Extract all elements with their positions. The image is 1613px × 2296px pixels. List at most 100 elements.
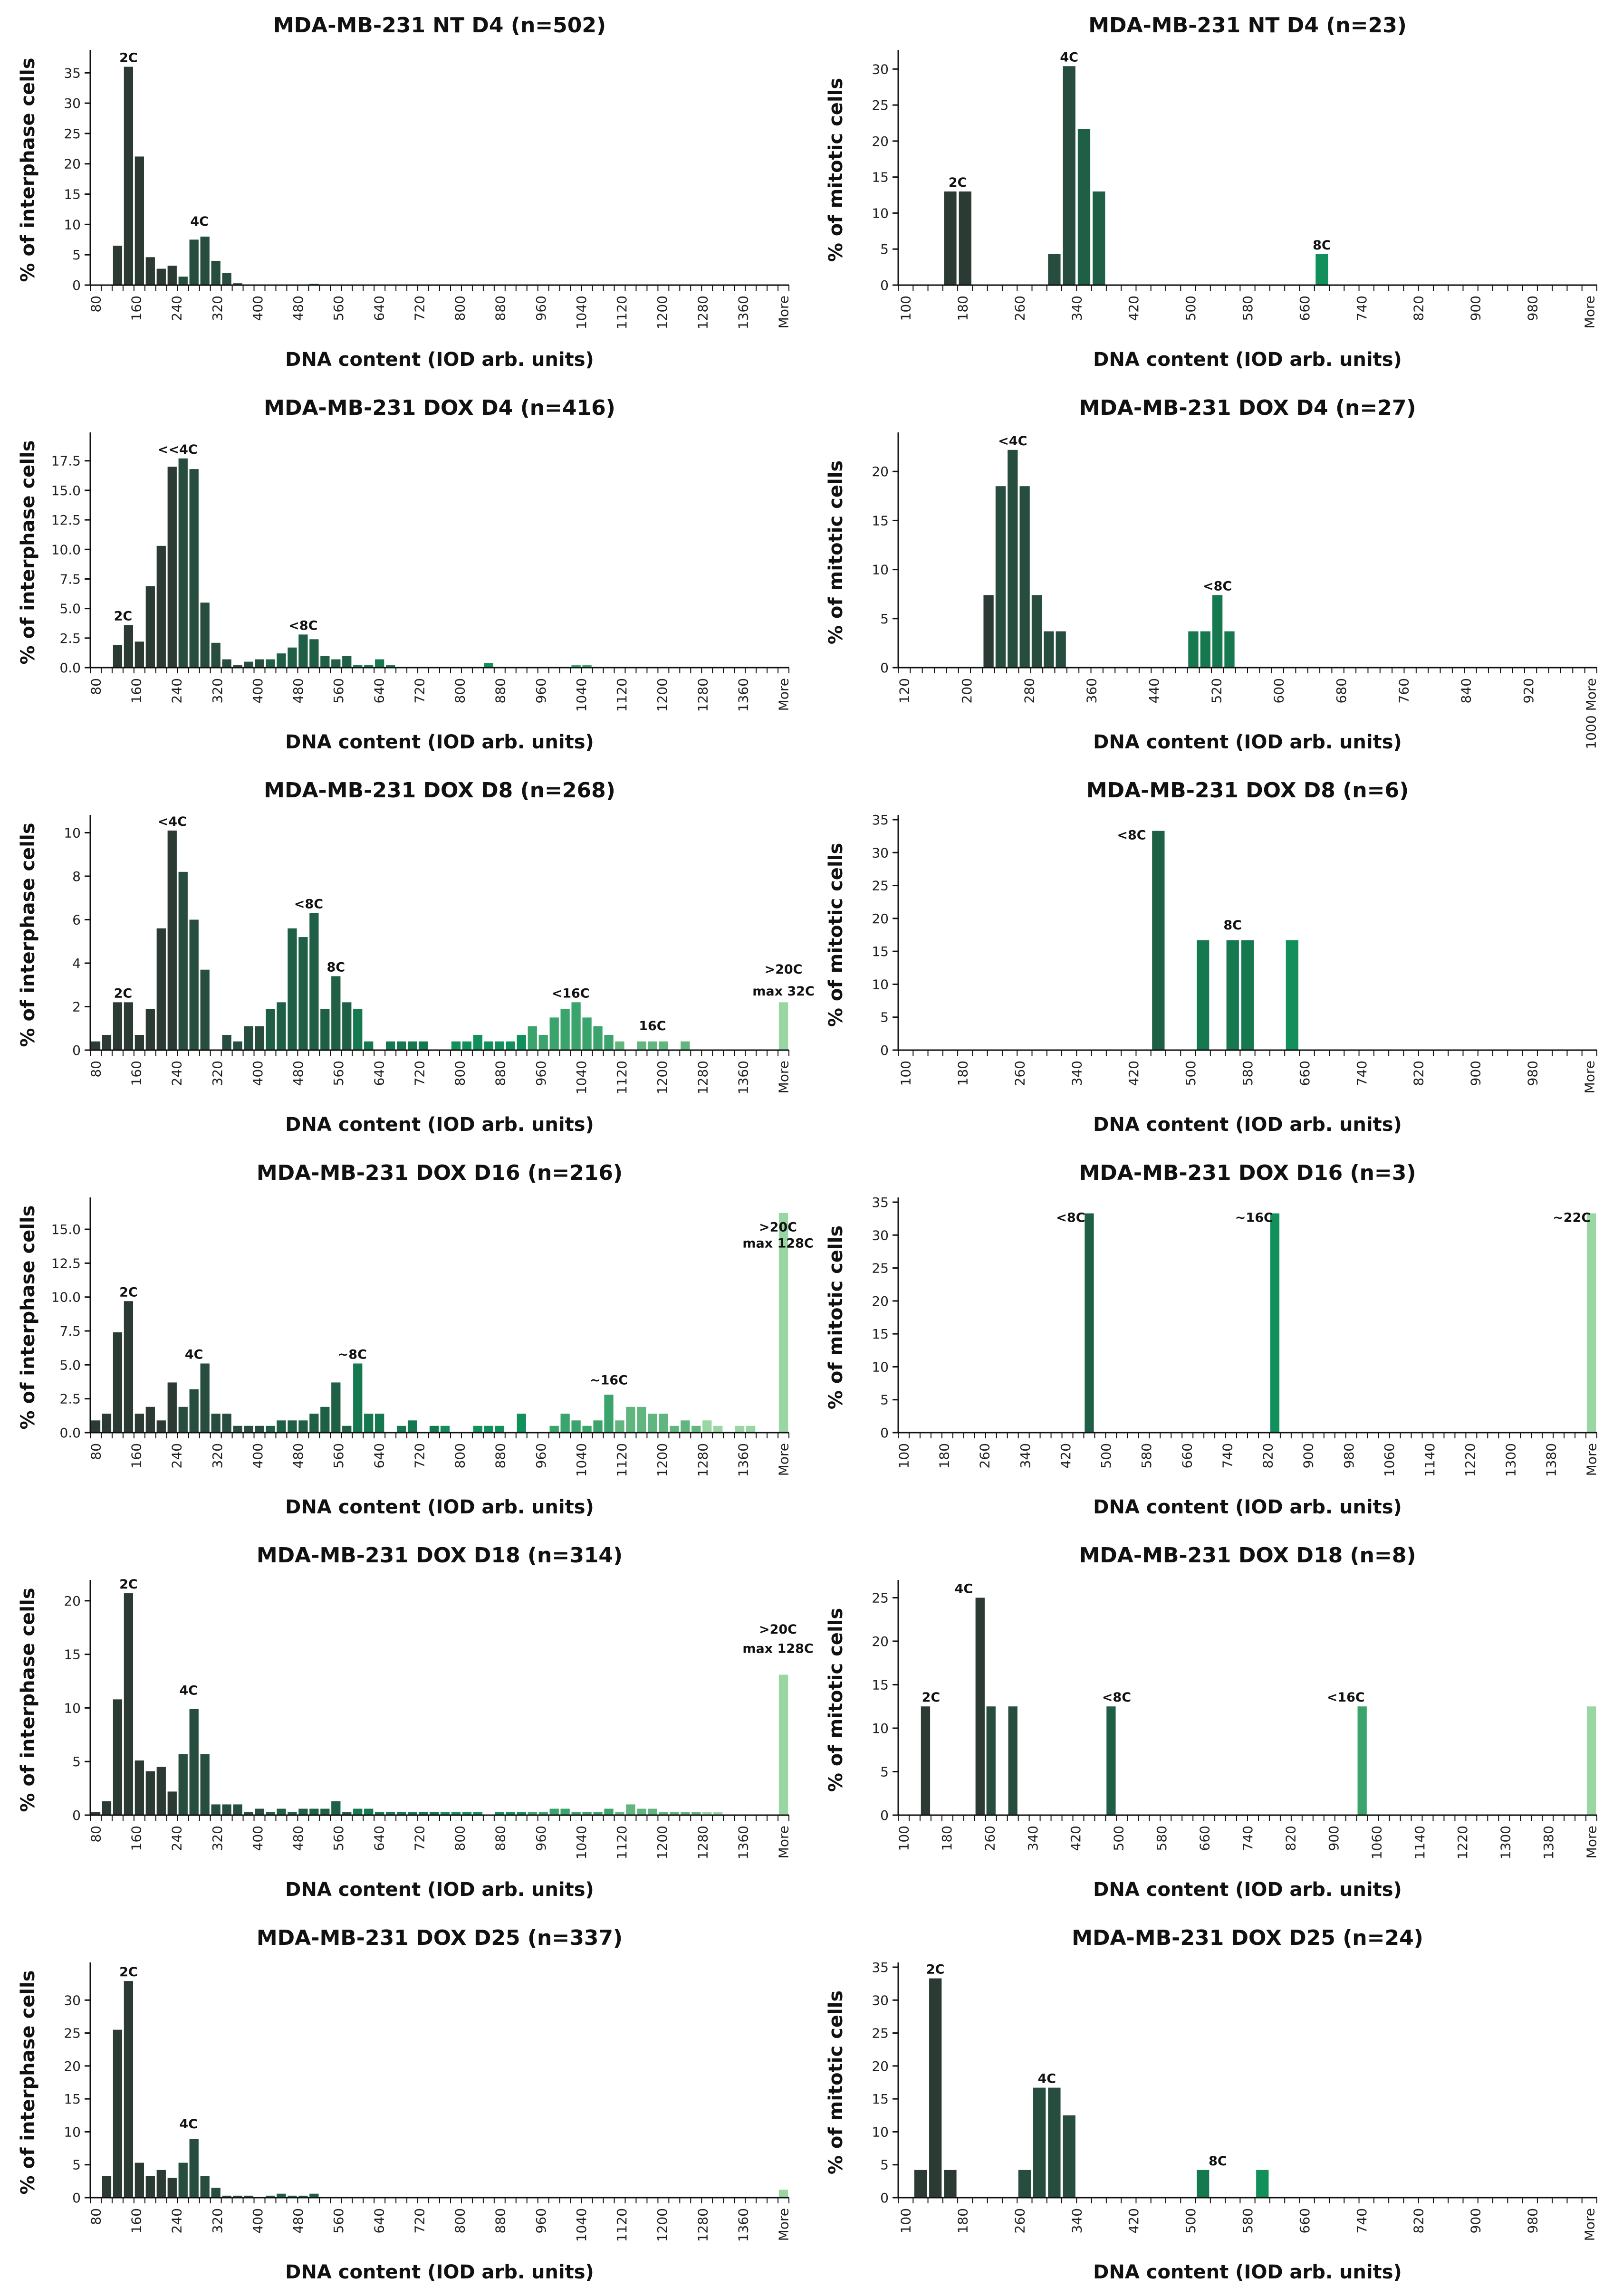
annotation-label: <4C bbox=[158, 814, 187, 829]
bar-7 bbox=[167, 830, 177, 1050]
bar-32 bbox=[484, 1041, 493, 1050]
x-tick-label: 800 bbox=[452, 678, 468, 703]
bar-15 bbox=[266, 1009, 275, 1050]
x-tick-label: 840 bbox=[1459, 678, 1474, 703]
y-tick-label: 0 bbox=[72, 277, 81, 293]
annotation-label: 4C bbox=[954, 1582, 973, 1597]
bar-0 bbox=[1085, 1213, 1094, 1433]
bar-17 bbox=[298, 634, 308, 668]
bar-14 bbox=[266, 2195, 275, 2198]
annotation-label: <8C bbox=[1056, 1210, 1085, 1225]
bar-40 bbox=[604, 1395, 614, 1433]
bar-53 bbox=[778, 1213, 788, 1433]
bar-21 bbox=[331, 976, 341, 1050]
chart-title: MDA-MB-231 DOX D25 (n=337) bbox=[257, 1926, 623, 1950]
bar-4 bbox=[1033, 2087, 1046, 2198]
x-tick-label: 80 bbox=[88, 1061, 104, 1078]
x-tick-label: 1040 bbox=[574, 1443, 589, 1477]
bar-45 bbox=[593, 1812, 603, 1815]
x-tick-label: 1060 bbox=[1369, 1826, 1384, 1859]
y-tick-label: 15 bbox=[64, 2091, 81, 2107]
chart-panel-p8: MDA-MB-231 DOX D16 (n=3) % of mitotic cel… bbox=[817, 1148, 1606, 1528]
x-tick-label: 980 bbox=[1525, 1061, 1541, 1086]
bar-36 bbox=[560, 1414, 570, 1433]
x-tick-label: 480 bbox=[290, 1061, 306, 1086]
bar-40 bbox=[538, 1812, 548, 1815]
x-tick-label: 180 bbox=[939, 1826, 955, 1851]
bar-6 bbox=[167, 2178, 177, 2198]
bar-5 bbox=[167, 266, 177, 285]
y-tick-label: 10.0 bbox=[51, 542, 81, 557]
x-tick-label: 1360 bbox=[735, 2208, 751, 2242]
bar-14 bbox=[255, 1026, 264, 1050]
y-tick-label: 10 bbox=[872, 976, 889, 992]
x-tick-label: 960 bbox=[533, 1826, 549, 1851]
x-tick-label: 580 bbox=[1240, 296, 1256, 321]
x-tick-label: 1360 bbox=[735, 1061, 751, 1094]
bar-chart: MDA-MB-231 DOX D18 (n=8) % of mitotic cel… bbox=[825, 1543, 1600, 1901]
bar-24 bbox=[364, 1041, 374, 1050]
x-tick-label: 180 bbox=[937, 1443, 952, 1468]
x-tick-label: 640 bbox=[371, 2208, 387, 2233]
x-tick-label: 900 bbox=[1468, 2208, 1484, 2233]
bar-38 bbox=[517, 1812, 526, 1815]
bar-10 bbox=[222, 273, 231, 285]
bar-6 bbox=[1056, 631, 1066, 668]
bar-21 bbox=[320, 1406, 330, 1433]
bar-12 bbox=[222, 1804, 231, 1815]
x-tick-label: 720 bbox=[412, 678, 427, 703]
bar-42 bbox=[626, 1406, 635, 1433]
bar-2 bbox=[1008, 450, 1018, 668]
y-axis-label: % of interphase cells bbox=[17, 1205, 39, 1429]
bar-1 bbox=[102, 1034, 112, 1050]
y-tick-label: 5 bbox=[880, 1010, 889, 1025]
x-tick-label: 1120 bbox=[614, 678, 630, 712]
bar-13 bbox=[244, 1026, 253, 1050]
bar-1 bbox=[102, 1801, 112, 1815]
x-tick-label: 580 bbox=[1240, 2208, 1256, 2233]
bar-42 bbox=[560, 1808, 570, 1815]
x-tick-label: 1000 More bbox=[1583, 678, 1599, 749]
bar-31 bbox=[473, 1425, 483, 1433]
annotation-label: <8C bbox=[288, 618, 317, 633]
annotation-label: ~16C bbox=[590, 1373, 628, 1388]
x-tick-label: 720 bbox=[412, 296, 427, 321]
bar-8 bbox=[200, 236, 210, 285]
y-tick-label: 30 bbox=[872, 61, 889, 77]
y-tick-label: 15 bbox=[872, 2091, 889, 2107]
y-tick-label: 15 bbox=[872, 1677, 889, 1693]
bar-25 bbox=[364, 1808, 374, 1815]
annotation-label: 8C bbox=[1223, 918, 1242, 933]
bar-33 bbox=[495, 1425, 504, 1433]
bar-4 bbox=[134, 1034, 144, 1050]
bar-8 bbox=[1256, 2170, 1269, 2198]
x-tick-label: 560 bbox=[331, 1826, 346, 1851]
x-tick-label: 820 bbox=[1411, 2208, 1427, 2233]
annotation-label: 2C bbox=[119, 1577, 138, 1592]
bar-25 bbox=[385, 1041, 395, 1050]
bar-25 bbox=[385, 665, 395, 668]
annotation-label: 16C bbox=[639, 1019, 666, 1033]
y-tick-label: 30 bbox=[64, 96, 81, 111]
bar-29 bbox=[407, 1812, 417, 1815]
x-tick-label: 320 bbox=[210, 1061, 225, 1086]
bar-49 bbox=[637, 1808, 646, 1815]
chart-panel-p6: MDA-MB-231 DOX D8 (n=6) % of mitotic cell… bbox=[817, 765, 1606, 1145]
x-tick-label: 500 bbox=[1098, 1443, 1114, 1468]
y-tick-label: 4 bbox=[72, 956, 81, 971]
x-axis-label: DNA content (IOD arb. units) bbox=[1093, 731, 1402, 753]
x-tick-label: 740 bbox=[1354, 2208, 1370, 2233]
annotation-label: 4C bbox=[179, 1683, 198, 1698]
y-tick-label: 20 bbox=[64, 156, 81, 172]
bar-12 bbox=[222, 1414, 231, 1433]
x-tick-label: 480 bbox=[290, 296, 306, 321]
bar-1 bbox=[975, 1598, 985, 1815]
bar-39 bbox=[528, 1812, 537, 1815]
bar-2 bbox=[1048, 254, 1061, 285]
bar-chart: MDA-MB-231 DOX D18 (n=314) % of interphas… bbox=[17, 1543, 814, 1901]
y-tick-label: 5 bbox=[880, 241, 889, 257]
y-tick-label: 7.5 bbox=[59, 571, 81, 587]
bar-32 bbox=[440, 1812, 450, 1815]
bar-3 bbox=[134, 2162, 144, 2198]
bar-9 bbox=[189, 1389, 199, 1433]
